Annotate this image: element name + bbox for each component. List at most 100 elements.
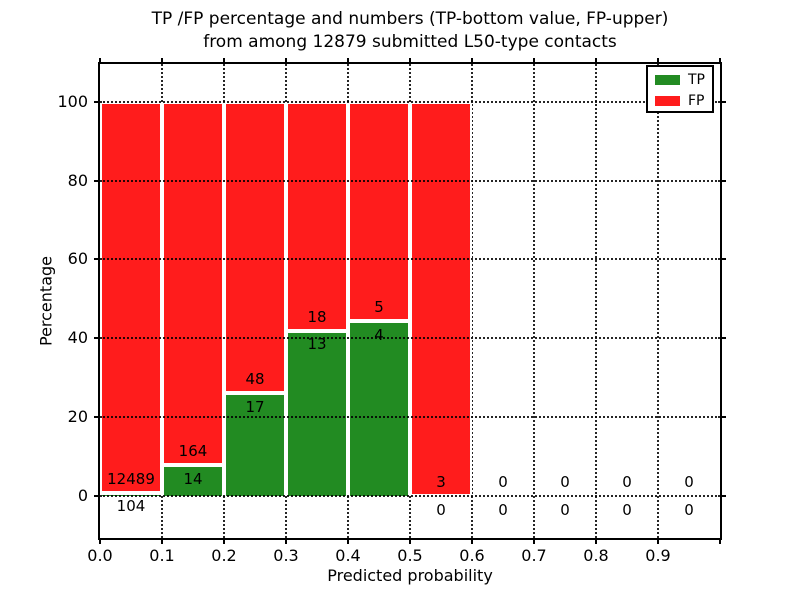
x-tick-mark-top bbox=[471, 58, 473, 62]
y-tick-mark bbox=[94, 258, 98, 261]
plot-area: 12489 104 164 14 48 17 18 13 5 4 3 0 0 0 0 0 0 0 0 0 0.0 0.1 0… bbox=[57, 58, 726, 565]
tp-count-label: 0 bbox=[560, 500, 570, 519]
tp-count-label: 4 bbox=[374, 325, 384, 344]
x-tick-label: 0.8 bbox=[583, 546, 609, 565]
x-tick-label: 0.6 bbox=[459, 546, 485, 565]
y-tick-mark bbox=[94, 100, 98, 103]
x-tick-mark bbox=[223, 540, 225, 544]
gridline-horizontal bbox=[100, 100, 720, 103]
x-tick-mark-top bbox=[719, 58, 721, 62]
x-tick-mark-top bbox=[223, 58, 225, 62]
x-tick-mark bbox=[657, 540, 659, 544]
bar-segment-tp bbox=[100, 492, 162, 496]
y-tick-mark-right bbox=[722, 337, 726, 340]
x-tick-label: 0.3 bbox=[273, 546, 299, 565]
x-tick-label: 0.4 bbox=[335, 546, 361, 565]
legend: TP FP bbox=[646, 65, 714, 113]
bar-segment-tp bbox=[224, 392, 286, 496]
tp-count-label: 0 bbox=[498, 500, 508, 519]
x-tick-mark-top bbox=[409, 58, 411, 62]
gridline-horizontal bbox=[100, 258, 720, 261]
bar-segment-fp bbox=[224, 101, 286, 393]
x-tick-label: 0.0 bbox=[87, 546, 113, 565]
x-tick-mark bbox=[471, 540, 473, 544]
y-tick-label: 40 bbox=[67, 328, 88, 348]
tp-count-label: 0 bbox=[684, 500, 694, 519]
x-tick-mark bbox=[595, 540, 597, 544]
x-tick-mark-top bbox=[533, 58, 535, 62]
x-tick-mark-top bbox=[99, 58, 101, 62]
x-tick-label: 0.9 bbox=[645, 546, 671, 565]
tp-color-swatch-icon bbox=[655, 75, 680, 85]
x-tick-mark bbox=[285, 540, 287, 544]
y-tick-label: 100 bbox=[57, 91, 88, 111]
x-tick-mark bbox=[719, 540, 721, 544]
gridline-vertical bbox=[657, 64, 659, 538]
y-tick-label: 80 bbox=[67, 170, 88, 190]
y-tick-label: 0 bbox=[77, 485, 88, 505]
x-tick-mark-top bbox=[285, 58, 287, 62]
fp-count-label: 0 bbox=[684, 473, 694, 492]
y-tick-mark bbox=[94, 416, 98, 419]
fp-count-label: 3 bbox=[436, 473, 446, 492]
tp-count-label: 104 bbox=[116, 497, 146, 516]
y-tick-label: 20 bbox=[67, 407, 88, 427]
x-tick-label: 0.2 bbox=[211, 546, 237, 565]
tp-count-label: 14 bbox=[183, 469, 203, 488]
bar-segment-tp bbox=[162, 464, 224, 496]
x-tick-mark-top bbox=[595, 58, 597, 62]
tp-count-label: 0 bbox=[622, 500, 632, 519]
x-tick-label: 0.7 bbox=[521, 546, 547, 565]
bar-segment-fp bbox=[162, 101, 224, 465]
fp-count-label: 18 bbox=[307, 307, 327, 326]
x-tick-label: 0.1 bbox=[149, 546, 175, 565]
gridline-horizontal bbox=[100, 416, 720, 419]
tp-count-label: 17 bbox=[245, 397, 265, 416]
legend-label-fp: FP bbox=[688, 93, 705, 109]
y-tick-mark bbox=[94, 494, 98, 497]
fp-count-label: 0 bbox=[622, 473, 632, 492]
tp-count-label: 13 bbox=[307, 335, 327, 354]
bar-segment-tp bbox=[348, 320, 410, 496]
bar-segment-fp bbox=[286, 101, 348, 331]
x-tick-mark bbox=[161, 540, 163, 544]
gridline-vertical bbox=[533, 64, 535, 538]
y-tick-mark bbox=[94, 179, 98, 182]
fp-count-label: 164 bbox=[178, 442, 208, 461]
chart-title-line1: TP /FP percentage and numbers (TP-bottom… bbox=[151, 9, 669, 29]
x-tick-mark bbox=[99, 540, 101, 544]
bar-segment-fp bbox=[348, 101, 410, 321]
fp-count-label: 5 bbox=[374, 297, 384, 316]
y-tick-mark-right bbox=[722, 258, 726, 261]
fp-count-label: 12489 bbox=[107, 469, 155, 488]
y-tick-label: 60 bbox=[67, 249, 88, 269]
x-axis-label: Predicted probability bbox=[327, 566, 493, 585]
y-tick-mark-right bbox=[722, 416, 726, 419]
gridline-horizontal bbox=[100, 494, 720, 497]
gridline-vertical bbox=[595, 64, 597, 538]
y-tick-mark-right bbox=[722, 494, 726, 497]
x-tick-label: 0.5 bbox=[397, 546, 423, 565]
x-tick-mark bbox=[347, 540, 349, 544]
legend-item-tp: TP bbox=[655, 73, 712, 87]
gridline-vertical bbox=[471, 64, 473, 538]
legend-item-fp: FP bbox=[655, 94, 712, 108]
fp-count-label: 0 bbox=[560, 473, 570, 492]
x-tick-mark bbox=[533, 540, 535, 544]
tp-count-label: 0 bbox=[436, 500, 446, 519]
y-tick-mark-right bbox=[722, 100, 726, 103]
x-tick-mark-top bbox=[657, 58, 659, 62]
fp-count-label: 0 bbox=[498, 473, 508, 492]
gridline-horizontal bbox=[100, 179, 720, 182]
bar-segment-fp bbox=[410, 101, 472, 496]
y-tick-mark-right bbox=[722, 179, 726, 182]
gridline-horizontal bbox=[100, 337, 720, 340]
chart-title: TP /FP percentage and numbers (TP-bottom… bbox=[98, 8, 722, 54]
x-tick-mark-top bbox=[347, 58, 349, 62]
fp-count-label: 48 bbox=[245, 369, 265, 388]
x-tick-mark bbox=[409, 540, 411, 544]
chart-title-line2: from among 12879 submitted L50-type cont… bbox=[203, 32, 617, 52]
x-tick-mark-top bbox=[161, 58, 163, 62]
fp-color-swatch-icon bbox=[655, 96, 680, 106]
